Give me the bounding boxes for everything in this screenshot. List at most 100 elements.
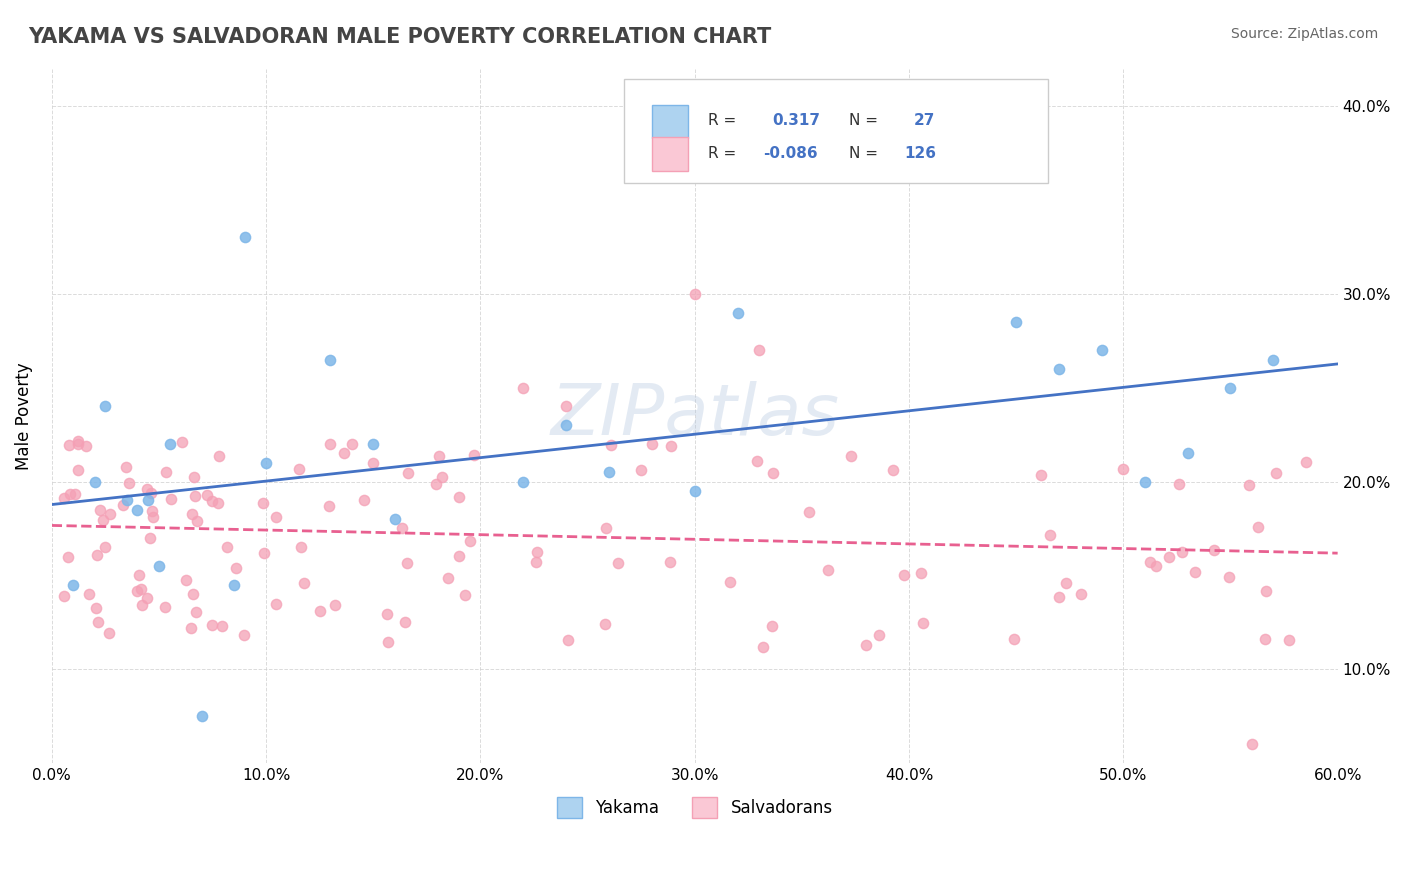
Point: [181, 587, 204, 601]
Point: [1253, 632, 1275, 646]
Point: [290, 541, 312, 555]
Point: [1157, 549, 1180, 564]
Point: [333, 445, 356, 459]
Point: [201, 618, 224, 632]
Point: [598, 465, 620, 479]
Point: [1202, 542, 1225, 557]
Point: [1237, 478, 1260, 492]
Point: [630, 462, 652, 476]
Point: [141, 486, 163, 500]
Point: [727, 305, 749, 319]
Point: [66, 434, 89, 448]
Point: [1029, 468, 1052, 483]
Text: N =: N =: [849, 113, 877, 128]
Point: [1005, 315, 1028, 329]
Point: [94, 400, 117, 414]
Point: [1264, 466, 1286, 480]
Point: [159, 491, 181, 506]
Point: [396, 466, 419, 480]
Point: [207, 496, 229, 510]
Point: [751, 640, 773, 654]
Point: [128, 568, 150, 582]
Point: [253, 546, 276, 560]
Point: [148, 559, 170, 574]
Point: [292, 576, 315, 591]
Point: [458, 534, 481, 549]
Point: [595, 521, 617, 535]
Point: [512, 475, 534, 489]
Point: [52, 589, 75, 603]
Point: [745, 453, 768, 467]
Point: [1139, 555, 1161, 569]
Point: [1144, 559, 1167, 574]
FancyBboxPatch shape: [652, 104, 689, 138]
Point: [141, 504, 163, 518]
Point: [264, 510, 287, 524]
Point: [1177, 446, 1199, 460]
Point: [129, 582, 152, 597]
Point: [1133, 475, 1156, 489]
Point: [1070, 587, 1092, 601]
Point: [1091, 343, 1114, 358]
Point: [66, 437, 89, 451]
Point: [136, 493, 159, 508]
Point: [127, 502, 149, 516]
Point: [593, 617, 616, 632]
Point: [799, 505, 821, 519]
Point: [98, 507, 121, 521]
Y-axis label: Male Poverty: Male Poverty: [15, 362, 32, 469]
Text: R =: R =: [707, 146, 735, 161]
Point: [184, 490, 207, 504]
Point: [117, 476, 139, 491]
Point: [361, 437, 384, 451]
Point: [1047, 362, 1070, 376]
Point: [1112, 461, 1135, 475]
Text: -0.086: -0.086: [763, 146, 817, 161]
Point: [318, 499, 340, 513]
Text: Source: ZipAtlas.com: Source: ZipAtlas.com: [1230, 27, 1378, 41]
Point: [748, 343, 770, 358]
Point: [233, 230, 256, 244]
Point: [138, 531, 160, 545]
Point: [1278, 632, 1301, 647]
Point: [52, 491, 75, 505]
Point: [1219, 381, 1241, 395]
Text: ZIP​atlas: ZIP​atlas: [550, 381, 839, 450]
Point: [1240, 737, 1263, 751]
Point: [63, 486, 86, 500]
Point: [868, 628, 890, 642]
Point: [683, 286, 706, 301]
Point: [201, 494, 224, 508]
Point: [1002, 632, 1025, 646]
Point: [89, 503, 111, 517]
Point: [287, 461, 309, 475]
Point: [183, 470, 205, 484]
Point: [155, 465, 177, 479]
Point: [56, 549, 79, 564]
Point: [87, 615, 110, 630]
Point: [174, 573, 197, 587]
Point: [377, 635, 399, 649]
Point: [437, 571, 460, 585]
Point: [1054, 576, 1077, 591]
Point: [254, 456, 277, 470]
Point: [83, 475, 105, 489]
Text: 0.317: 0.317: [772, 113, 820, 128]
Point: [252, 496, 274, 510]
Point: [606, 556, 628, 570]
Point: [1039, 527, 1062, 541]
Point: [264, 598, 287, 612]
Point: [217, 540, 239, 554]
Point: [391, 521, 413, 535]
Point: [172, 435, 194, 450]
Point: [910, 566, 932, 581]
Point: [309, 604, 332, 618]
Point: [839, 450, 862, 464]
Text: R =: R =: [707, 113, 735, 128]
Point: [191, 709, 214, 723]
Point: [463, 448, 485, 462]
Point: [131, 598, 153, 612]
Point: [180, 621, 202, 635]
Point: [817, 563, 839, 577]
Point: [142, 510, 165, 524]
